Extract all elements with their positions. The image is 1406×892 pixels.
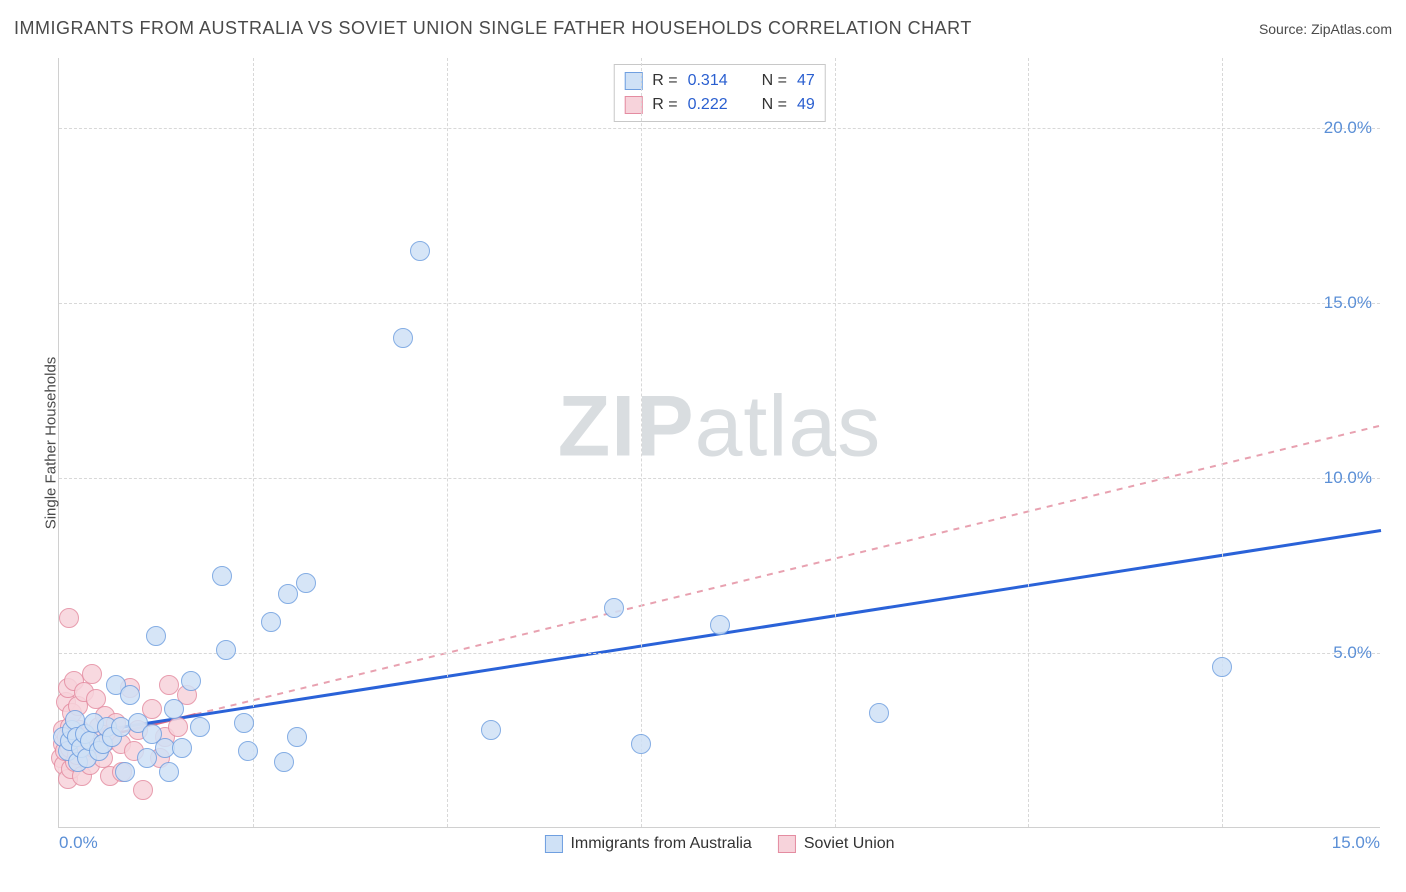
point-australia <box>238 741 258 761</box>
point-australia <box>115 762 135 782</box>
n-label: N = <box>762 69 787 93</box>
legend-swatch <box>624 72 642 90</box>
point-australia <box>212 566 232 586</box>
point-australia <box>296 573 316 593</box>
y-tick-label: 5.0% <box>1333 643 1372 663</box>
legend-swatch <box>778 835 796 853</box>
point-australia <box>159 762 179 782</box>
point-australia <box>164 699 184 719</box>
n-label: N = <box>762 93 787 117</box>
n-value: 49 <box>797 93 815 117</box>
source-link[interactable]: ZipAtlas.com <box>1311 21 1392 37</box>
legend-swatch <box>624 96 642 114</box>
point-australia <box>261 612 281 632</box>
point-australia <box>631 734 651 754</box>
watermark: ZIPatlas <box>558 378 881 477</box>
grid-line-h <box>59 653 1380 654</box>
legend-stats-box: R = 0.314 N = 47 R = 0.222 N = 49 <box>613 64 826 122</box>
chart-source: Source: ZipAtlas.com <box>1259 21 1392 37</box>
y-axis-label: Single Father Households <box>43 356 60 529</box>
grid-line-h <box>59 478 1380 479</box>
watermark-zip: ZIP <box>558 379 695 475</box>
n-value: 47 <box>797 69 815 93</box>
point-soviet <box>59 608 79 628</box>
y-tick-label: 15.0% <box>1324 293 1372 313</box>
legend-item: Soviet Union <box>778 835 895 853</box>
point-australia <box>172 738 192 758</box>
point-australia <box>278 584 298 604</box>
legend-stat-row: R = 0.314 N = 47 <box>624 69 815 93</box>
point-australia <box>190 717 210 737</box>
x-tick-label: 0.0% <box>59 833 98 853</box>
grid-line-h <box>59 303 1380 304</box>
point-australia <box>410 241 430 261</box>
grid-line-h <box>59 128 1380 129</box>
y-tick-label: 10.0% <box>1324 468 1372 488</box>
grid-line-v <box>447 58 448 827</box>
grid-line-v <box>641 58 642 827</box>
legend-label: Soviet Union <box>804 835 895 853</box>
point-australia <box>216 640 236 660</box>
plot-area: Single Father Households ZIPatlas R =0.3… <box>58 58 1380 828</box>
grid-line-v <box>253 58 254 827</box>
point-australia <box>287 727 307 747</box>
r-value: 0.314 <box>688 69 728 93</box>
point-australia <box>274 752 294 772</box>
legend-label: Immigrants from Australia <box>570 835 751 853</box>
r-label: R = <box>652 69 677 93</box>
grid-line-v <box>835 58 836 827</box>
point-australia <box>181 671 201 691</box>
r-value: 0.222 <box>688 93 728 117</box>
grid-line-v <box>1222 58 1223 827</box>
grid-line-v <box>1028 58 1029 827</box>
trend-lines <box>59 58 1380 827</box>
source-prefix: Source: <box>1259 21 1311 37</box>
point-australia <box>869 703 889 723</box>
x-tick-label: 15.0% <box>1332 833 1380 853</box>
legend-item: Immigrants from Australia <box>544 835 751 853</box>
legend-bottom: Immigrants from Australia Soviet Union <box>544 835 894 853</box>
point-australia <box>137 748 157 768</box>
chart-container: Single Father Households ZIPatlas R = 0.3… <box>20 58 1380 868</box>
point-australia <box>604 598 624 618</box>
watermark-atlas: atlas <box>695 379 882 475</box>
y-tick-label: 20.0% <box>1324 118 1372 138</box>
point-australia <box>710 615 730 635</box>
legend-stat-row: R = 0.222 N = 49 <box>624 93 815 117</box>
point-soviet <box>133 780 153 800</box>
point-australia <box>146 626 166 646</box>
chart-title: IMMIGRANTS FROM AUSTRALIA VS SOVIET UNIO… <box>14 18 972 39</box>
point-australia <box>234 713 254 733</box>
legend-swatch <box>544 835 562 853</box>
point-australia <box>120 685 140 705</box>
trend-line <box>196 426 1381 715</box>
point-soviet <box>168 717 188 737</box>
r-label: R = <box>652 93 677 117</box>
point-australia <box>1212 657 1232 677</box>
point-soviet <box>82 664 102 684</box>
point-australia <box>481 720 501 740</box>
point-australia <box>393 328 413 348</box>
